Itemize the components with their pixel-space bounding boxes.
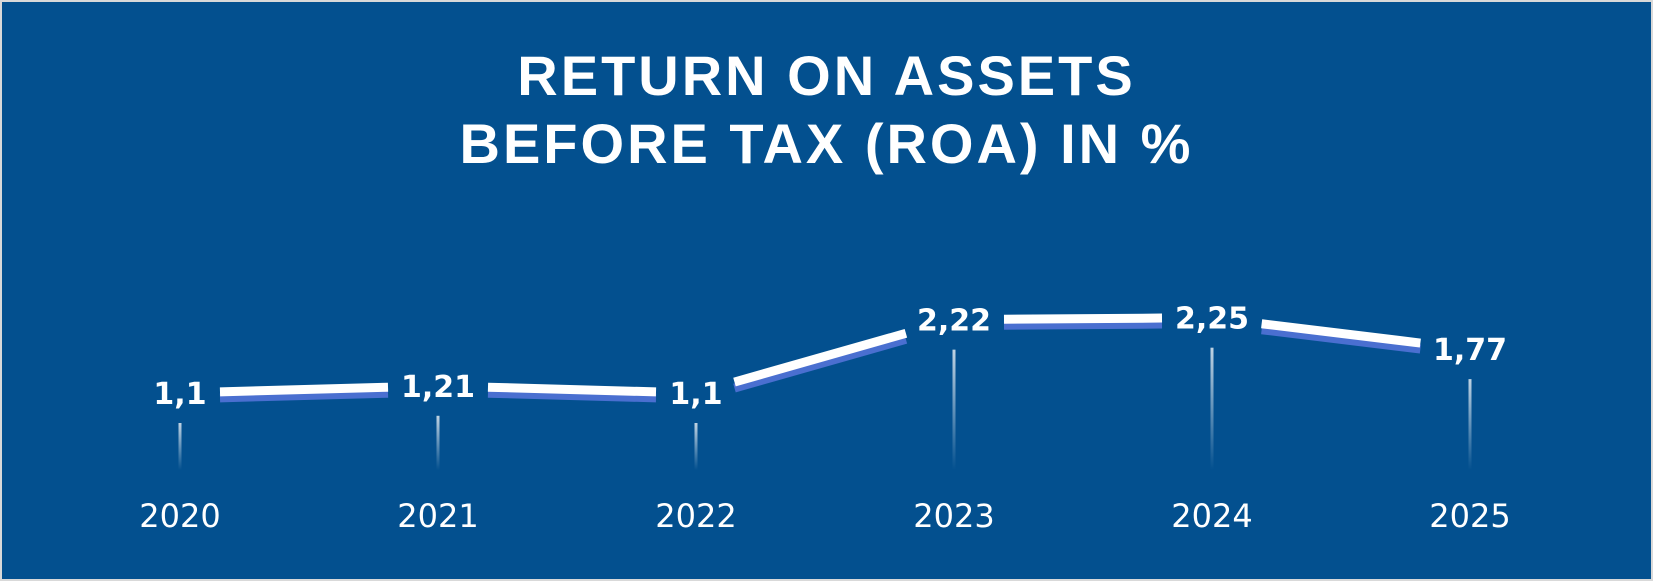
data-label-2023: 2,22 (917, 304, 991, 339)
series-segment-1 (487, 382, 657, 397)
data-label-2020: 1,1 (153, 377, 206, 412)
drop-line-2021 (436, 415, 440, 470)
series-segment-shadow-2 (733, 334, 908, 393)
x-tick-label-2025: 2025 (1429, 497, 1510, 535)
series-segment-shadow-0 (219, 388, 389, 403)
x-tick-label-2020: 2020 (139, 497, 220, 535)
data-label-2021: 1,21 (401, 370, 475, 405)
chart-title-line-1: RETURN ON ASSETS (517, 44, 1136, 107)
series-segment-shadow-3 (1003, 319, 1163, 330)
series-segment-3 (1003, 313, 1163, 324)
x-tick-label-2024: 2024 (1171, 497, 1252, 535)
series-segment-0 (219, 382, 389, 397)
chart-title-line-2: BEFORE TAX (ROA) IN % (459, 112, 1194, 175)
drop-line-2020 (178, 423, 182, 470)
data-label-2022: 1,1 (669, 377, 722, 412)
series-segment-2 (733, 328, 908, 387)
x-tick-label-2022: 2022 (655, 497, 736, 535)
series-segment-shadow-1 (487, 388, 657, 403)
x-tick-label-2021: 2021 (397, 497, 478, 535)
data-label-2024: 2,25 (1175, 302, 1249, 337)
series-segment-shadow-4 (1261, 325, 1421, 354)
drop-line-2023 (952, 349, 956, 470)
drop-line-2024 (1210, 347, 1214, 470)
drop-line-2022 (694, 423, 698, 470)
x-tick-label-2023: 2023 (913, 497, 994, 535)
data-label-2025: 1,77 (1433, 333, 1507, 368)
drop-line-2025 (1468, 379, 1472, 470)
series-segment-4 (1261, 319, 1421, 348)
chart-title: RETURN ON ASSETS BEFORE TAX (ROA) IN % (2, 42, 1651, 178)
